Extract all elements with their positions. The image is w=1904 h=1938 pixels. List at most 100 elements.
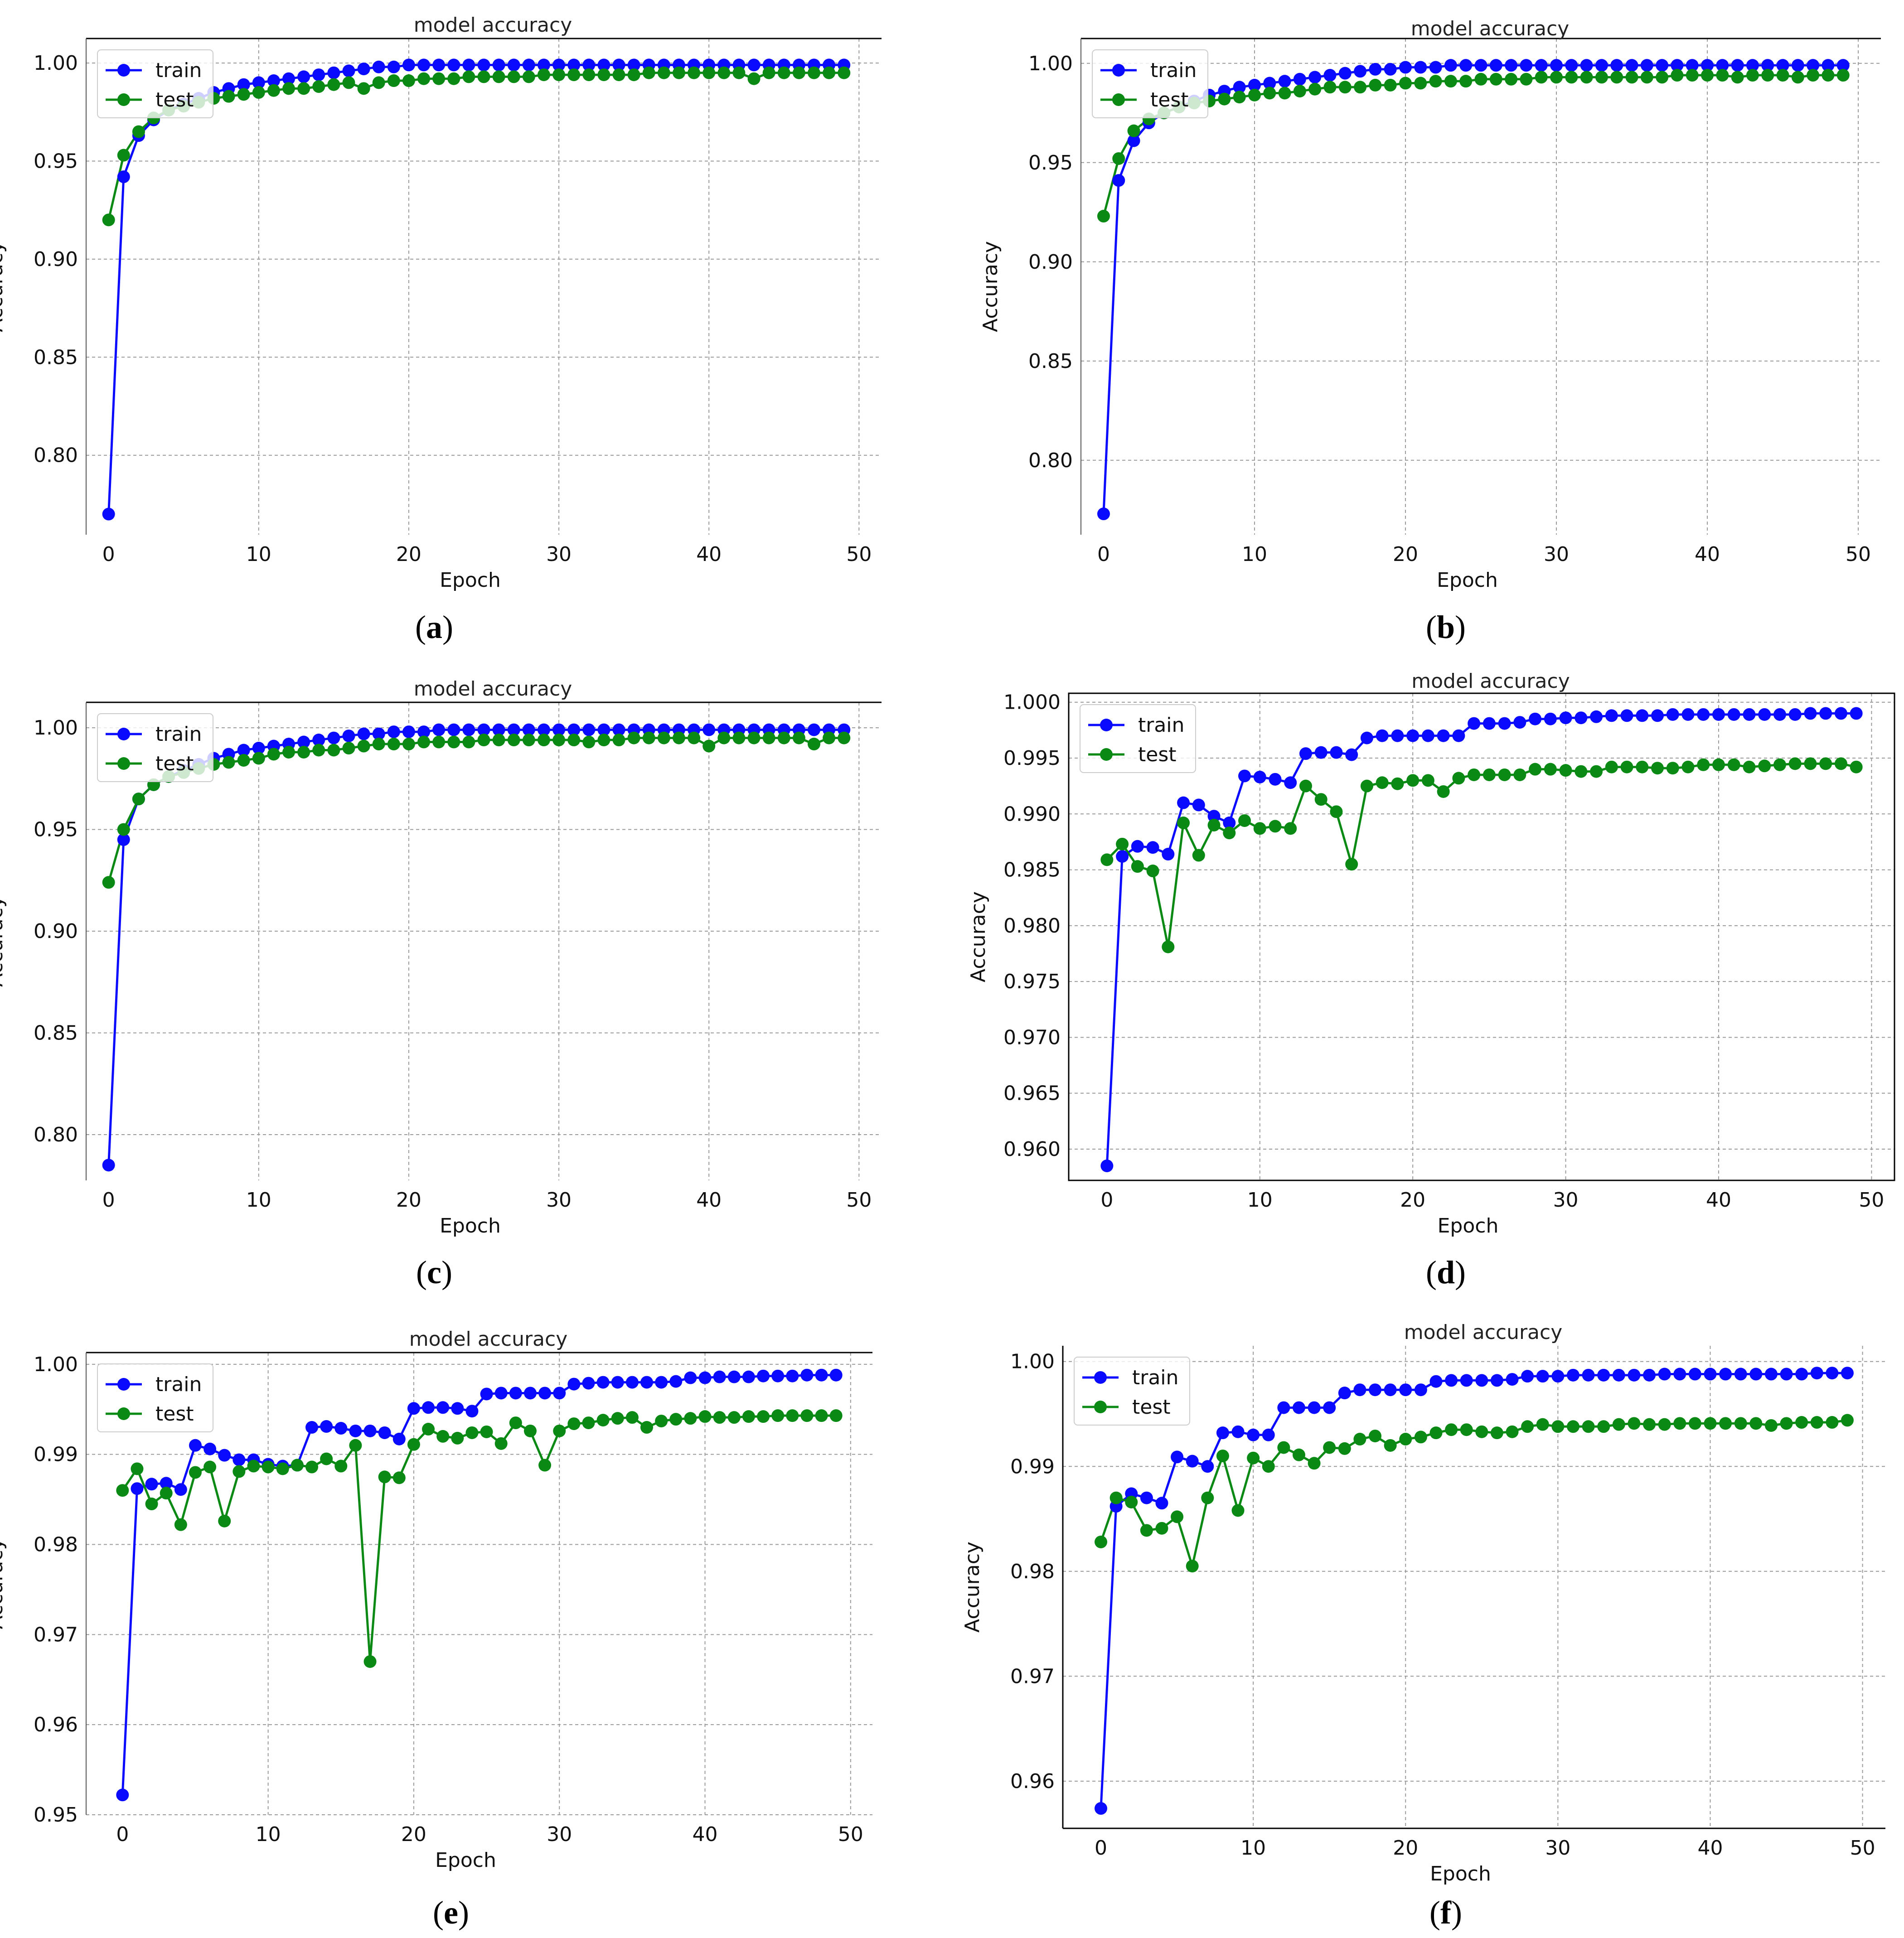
data-point-train bbox=[1155, 1497, 1168, 1510]
data-point-test bbox=[1233, 91, 1246, 104]
x-tick-label: 0 bbox=[1095, 1837, 1107, 1860]
data-point-train bbox=[1795, 1368, 1808, 1381]
data-point-test bbox=[1489, 72, 1502, 86]
data-point-train bbox=[407, 1402, 420, 1415]
data-point-test bbox=[669, 1413, 683, 1426]
data-point-train bbox=[1761, 59, 1774, 72]
data-point-test bbox=[342, 76, 355, 89]
data-point-test bbox=[1807, 69, 1820, 82]
data-point-test bbox=[1231, 1504, 1245, 1517]
data-point-train bbox=[1345, 748, 1358, 761]
data-point-test bbox=[1437, 785, 1450, 798]
data-point-train bbox=[742, 1370, 755, 1383]
y-tick-label: 0.95 bbox=[1028, 151, 1073, 174]
data-point-train bbox=[1263, 77, 1276, 90]
y-tick-label: 0.97 bbox=[34, 1623, 78, 1646]
data-point-test bbox=[792, 731, 805, 744]
data-point-train bbox=[567, 723, 581, 736]
data-point-test bbox=[402, 74, 415, 87]
panel-a: model accuracy 0.80 0.85 0.90 0.95 1.00 0 10 20 3… bbox=[0, 14, 882, 645]
data-point-test bbox=[684, 1412, 697, 1425]
data-point-test bbox=[1498, 768, 1511, 781]
panel-caption-letter: d bbox=[1437, 1254, 1455, 1290]
data-point-test bbox=[1353, 1433, 1366, 1446]
data-point-test bbox=[1323, 81, 1337, 94]
data-point-train bbox=[1743, 708, 1756, 721]
data-point-train bbox=[747, 58, 761, 72]
x-tick-label: 30 bbox=[546, 543, 572, 566]
series-line-train bbox=[107, 729, 844, 1165]
chart-title: model accuracy bbox=[414, 677, 572, 701]
data-point-test bbox=[305, 1460, 319, 1474]
data-point-test bbox=[597, 734, 610, 747]
x-tick-label: 20 bbox=[1393, 543, 1418, 566]
data-point-train bbox=[1804, 707, 1817, 720]
data-point-test bbox=[582, 1416, 595, 1430]
x-tick-label: 40 bbox=[1706, 1189, 1731, 1212]
data-point-train bbox=[538, 1387, 552, 1400]
y-tick-label: 1.00 bbox=[1028, 52, 1073, 75]
panel-e: model accuracy 0.95 0.96 0.97 0.98 0.99 1.00 0 1… bbox=[0, 1328, 872, 1931]
data-point-train bbox=[1445, 1374, 1458, 1387]
data-point-test bbox=[1299, 779, 1312, 793]
data-point-train bbox=[1314, 746, 1327, 759]
data-point-test bbox=[792, 66, 805, 79]
data-point-test bbox=[1314, 793, 1327, 806]
data-point-test bbox=[252, 752, 265, 765]
x-tick-label: 10 bbox=[1242, 543, 1267, 566]
data-point-train bbox=[349, 1424, 362, 1437]
data-point-test bbox=[222, 90, 235, 103]
data-point-train bbox=[378, 1426, 391, 1439]
data-point-test bbox=[1612, 1418, 1625, 1431]
data-point-test bbox=[297, 82, 310, 95]
x-tick-label: 20 bbox=[396, 1189, 421, 1212]
data-point-test bbox=[1551, 1420, 1565, 1433]
x-tick-label: 40 bbox=[696, 1189, 722, 1212]
data-point-test bbox=[538, 1459, 552, 1472]
data-point-train bbox=[1656, 59, 1669, 72]
y-tick-label: 0.85 bbox=[34, 346, 78, 369]
data-point-test bbox=[1761, 69, 1774, 82]
data-point-test bbox=[698, 1410, 712, 1423]
x-tick-label: 50 bbox=[1859, 1189, 1884, 1212]
chart-title: model accuracy bbox=[1404, 1321, 1563, 1344]
data-point-test bbox=[387, 74, 400, 87]
x-tick-label: 20 bbox=[1393, 1837, 1418, 1860]
series-line-train bbox=[1100, 1372, 1847, 1809]
data-point-test bbox=[417, 72, 431, 85]
data-point-train bbox=[611, 1376, 624, 1389]
data-point-test bbox=[1468, 768, 1481, 781]
data-point-test bbox=[282, 82, 296, 95]
data-point-train bbox=[237, 744, 250, 757]
data-point-test bbox=[117, 823, 130, 836]
data-point-train bbox=[1475, 1374, 1488, 1387]
legend-label-test: test bbox=[1138, 743, 1177, 766]
data-point-train bbox=[1384, 63, 1397, 76]
data-point-test bbox=[1704, 1417, 1717, 1430]
x-axis-label: Epoch bbox=[435, 1849, 496, 1872]
legend-label-train: train bbox=[155, 723, 202, 746]
data-point-train bbox=[1498, 717, 1511, 730]
data-point-test bbox=[1445, 1423, 1458, 1436]
x-tick-label: 40 bbox=[1697, 1837, 1723, 1860]
data-point-train bbox=[1580, 59, 1593, 72]
legend-marker-test bbox=[1094, 1401, 1107, 1413]
data-point-test bbox=[1795, 1416, 1808, 1429]
data-point-test bbox=[1826, 1416, 1839, 1429]
data-point-test bbox=[1535, 71, 1548, 84]
data-point-train bbox=[553, 1387, 566, 1400]
data-point-test bbox=[291, 1459, 304, 1472]
data-point-train bbox=[1590, 710, 1603, 723]
legend-label-test: test bbox=[1150, 88, 1189, 111]
data-point-test bbox=[1656, 71, 1669, 84]
panel-b: model accuracy 0.80 0.85 0.90 0.95 1.00 0 10 20 3… bbox=[979, 17, 1881, 645]
data-point-train bbox=[1529, 712, 1542, 725]
data-point-train bbox=[492, 58, 505, 72]
data-point-test bbox=[1223, 826, 1236, 840]
data-point-test bbox=[1544, 763, 1557, 776]
x-tick-label: 10 bbox=[1240, 1837, 1266, 1860]
data-point-test bbox=[717, 66, 731, 79]
data-point-test bbox=[1836, 69, 1850, 82]
data-point-test bbox=[237, 754, 250, 767]
series-line-train bbox=[121, 1374, 836, 1795]
